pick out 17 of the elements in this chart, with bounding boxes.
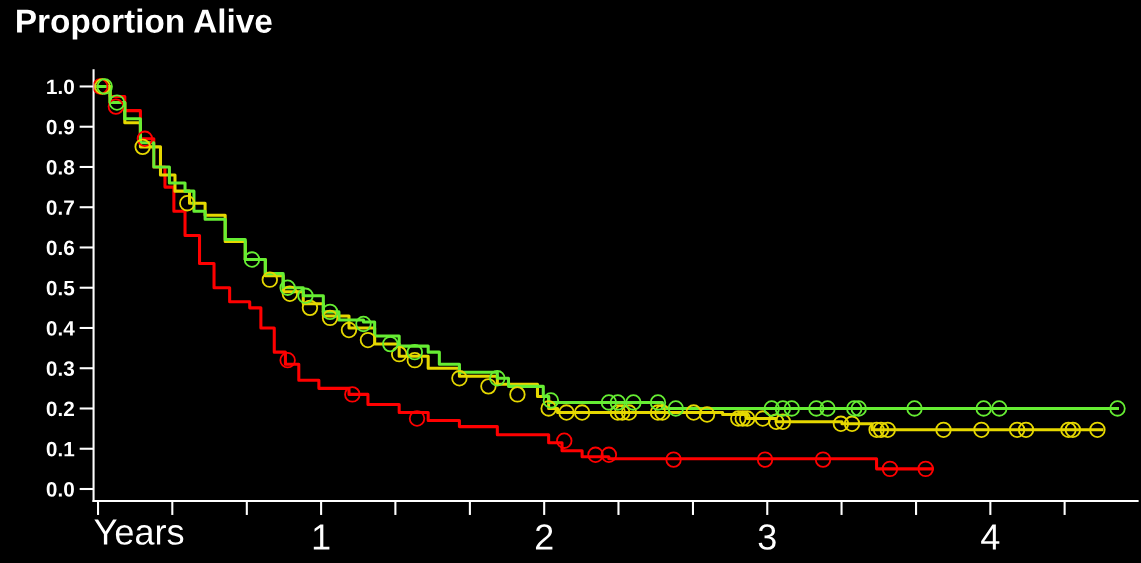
y-tick-label: 0.5 (46, 280, 75, 296)
y-tick-label: 0.2 (46, 401, 74, 417)
y-tick-label: 0.4 (46, 320, 75, 336)
chart-title: Proportion Alive (17, 8, 272, 40)
y-tick-label: 1.0 (47, 79, 74, 95)
y-tick-label: 0.1 (46, 441, 75, 457)
x-axis-title: Years (94, 519, 184, 545)
y-tick-label: 0.8 (46, 159, 75, 175)
x-tick-label: 4 (981, 524, 1000, 550)
x-tick-label: 3 (758, 524, 776, 550)
x-tick-label: 2 (535, 524, 553, 550)
y-tick-label: 0.9 (46, 119, 75, 135)
y-tick-label: 0.3 (46, 361, 75, 377)
x-tick-label: 1 (313, 524, 330, 550)
y-tick-label: 0.6 (46, 240, 75, 256)
y-tick-label: 0.7 (46, 200, 74, 215)
y-tick-label: 0.0 (46, 482, 74, 497)
